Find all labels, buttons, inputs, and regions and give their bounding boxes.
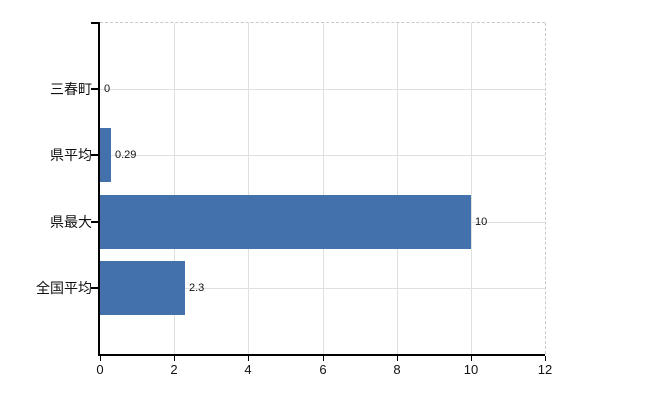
- x-tick-label: 8: [393, 362, 401, 377]
- x-gridline: [323, 23, 324, 354]
- x-tick-label: 4: [244, 362, 252, 377]
- x-axis-tick: [397, 356, 398, 361]
- y-axis-top-tick: [91, 22, 98, 24]
- x-axis-tick: [545, 356, 546, 361]
- x-gridline: [471, 23, 472, 354]
- x-axis-tick: [100, 356, 101, 361]
- x-axis-tick: [323, 356, 324, 361]
- category-label: 三春町: [50, 81, 92, 97]
- bar-value-label: 2.3: [189, 282, 205, 294]
- y-gridline: [100, 155, 545, 156]
- y-gridline: [100, 288, 545, 289]
- bar-value-label: 0.29: [115, 149, 137, 161]
- bar-県平均: [100, 128, 111, 182]
- x-tick-label: 10: [463, 362, 479, 377]
- x-axis-line: [98, 354, 545, 356]
- y-gridline: [100, 89, 545, 90]
- x-axis-tick: [471, 356, 472, 361]
- plot-border-right: [545, 23, 546, 354]
- x-gridline: [248, 23, 249, 354]
- bar-全国平均: [100, 261, 185, 315]
- y-axis-tick: [91, 287, 98, 289]
- x-tick-label: 12: [537, 362, 553, 377]
- x-axis-tick: [174, 356, 175, 361]
- x-tick-label: 6: [319, 362, 327, 377]
- y-axis-line: [98, 22, 100, 356]
- y-axis-tick: [91, 88, 98, 90]
- plot-border-top: [100, 22, 545, 23]
- x-gridline: [397, 23, 398, 354]
- category-label: 県平均: [50, 147, 92, 163]
- bar-県最大: [100, 195, 471, 249]
- category-label: 全国平均: [36, 280, 92, 296]
- x-tick-label: 0: [96, 362, 104, 377]
- x-gridline: [174, 23, 175, 354]
- x-axis-tick: [248, 356, 249, 361]
- y-axis-tick: [91, 221, 98, 223]
- x-tick-label: 2: [170, 362, 178, 377]
- bar-value-label: 0: [104, 83, 111, 95]
- y-axis-tick: [91, 154, 98, 156]
- category-label: 県最大: [50, 214, 92, 230]
- bar-value-label: 10: [475, 216, 488, 228]
